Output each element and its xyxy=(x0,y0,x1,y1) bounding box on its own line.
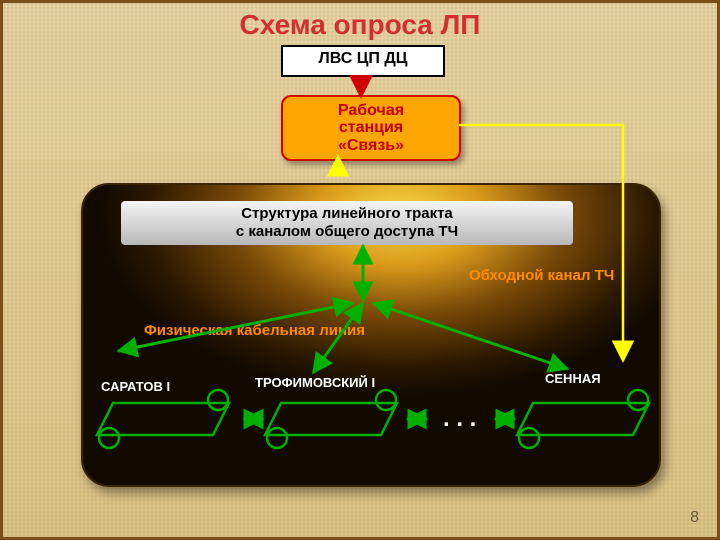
cable-label-text: Физическая кабельная линия xyxy=(144,322,365,339)
page-number-text: 8 xyxy=(690,509,699,526)
workstation-line1: Рабочая xyxy=(338,102,404,119)
gray-bar: Структура линейного тракта с каналом общ… xyxy=(121,201,573,245)
gray-bar-line1: Структура линейного тракта xyxy=(241,205,453,222)
bypass-label: Обходной канал ТЧ xyxy=(469,267,614,284)
slide-title: Схема опроса ЛП xyxy=(3,9,717,41)
slide: Схема опроса ЛП ЛВС ЦП ДЦ Рабочая станци… xyxy=(0,0,720,540)
workstation-box-text: Рабочая станция «Связь» xyxy=(338,102,404,155)
station-b-text: ТРОФИМОВСКИЙ I xyxy=(255,375,375,390)
station-a-text: САРАТОВ I xyxy=(101,379,170,394)
lvc-box-label: ЛВС ЦП ДЦ xyxy=(319,50,408,67)
page-number: 8 xyxy=(690,509,699,527)
station-label-a: САРАТОВ I xyxy=(101,379,170,394)
workstation-box: Рабочая станция «Связь» xyxy=(281,95,461,161)
ellipsis-dots: . . . xyxy=(443,405,476,433)
station-c-text: СЕННАЯ xyxy=(545,371,601,386)
station-label-b: ТРОФИМОВСКИЙ I xyxy=(255,375,375,390)
bypass-label-text: Обходной канал ТЧ xyxy=(469,267,614,284)
workstation-line2: станция xyxy=(339,119,403,136)
station-label-c: СЕННАЯ xyxy=(545,371,601,386)
lvc-box: ЛВС ЦП ДЦ xyxy=(281,45,445,77)
gray-bar-line2: с каналом общего доступа ТЧ xyxy=(236,223,458,240)
workstation-line3: «Связь» xyxy=(338,137,404,154)
slide-title-text: Схема опроса ЛП xyxy=(240,9,481,40)
cable-label: Физическая кабельная линия xyxy=(144,322,365,339)
ellipsis-text: . . . xyxy=(443,405,476,432)
